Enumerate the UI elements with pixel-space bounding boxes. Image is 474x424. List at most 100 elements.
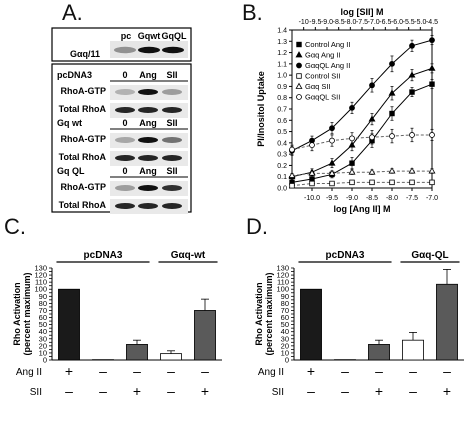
y-axis-title: Rho Activation xyxy=(12,282,22,345)
blot-lane-label: Ang xyxy=(139,118,157,128)
bar xyxy=(126,344,148,361)
data-point xyxy=(409,179,415,186)
data-point xyxy=(369,137,375,144)
y-tick-label: 130 xyxy=(276,264,289,273)
y-tick-label: 1.0 xyxy=(277,73,287,80)
blot-lane-label: 0 xyxy=(122,166,127,176)
y-tick-label: 0.4 xyxy=(277,140,287,147)
data-point xyxy=(288,171,296,178)
x-tick-label: -10.0 xyxy=(304,195,320,202)
blot-band xyxy=(115,107,135,113)
blot-strip xyxy=(110,133,188,148)
y-tick-label: 110 xyxy=(35,278,47,287)
data-point xyxy=(429,37,435,44)
data-point xyxy=(408,71,416,78)
series-line xyxy=(291,134,432,151)
y-tick-label: 50 xyxy=(39,320,47,329)
blot-band xyxy=(115,155,135,161)
blot-strip xyxy=(110,41,188,58)
data-point xyxy=(389,110,395,117)
sii-sign: – xyxy=(65,383,73,399)
bar xyxy=(160,353,182,361)
y-tick-label: 70 xyxy=(281,306,289,315)
data-point xyxy=(368,168,376,175)
data-point xyxy=(309,137,315,144)
angii-sign: + xyxy=(307,363,315,379)
angii-sign: – xyxy=(375,363,383,379)
data-point xyxy=(388,89,396,96)
y-tick-label: 90 xyxy=(39,292,47,301)
blot-band xyxy=(138,203,158,209)
data-point xyxy=(309,176,315,182)
top-tick-label: -6.0 xyxy=(391,19,403,26)
legend-label: GαqQL SII xyxy=(305,93,340,102)
data-point xyxy=(308,169,316,176)
sii-sign: – xyxy=(341,383,349,399)
legend-marker xyxy=(296,73,302,79)
angii-sign: + xyxy=(65,363,73,379)
data-point xyxy=(348,168,356,175)
series-line xyxy=(291,170,432,177)
x-tick-label: -9.0 xyxy=(346,195,358,202)
legend-marker xyxy=(296,94,302,100)
top-tick-label: -10 xyxy=(299,19,309,26)
y-tick-label: 1.1 xyxy=(277,61,287,68)
y-tick-label: 0.7 xyxy=(277,107,287,114)
data-point xyxy=(289,183,295,189)
data-point xyxy=(328,169,336,176)
blot-lane-header: pc xyxy=(121,31,132,41)
blot-strip xyxy=(110,199,188,214)
group-label: Gαq-wt xyxy=(171,250,206,261)
data-point xyxy=(289,147,295,154)
data-point xyxy=(369,179,375,186)
data-point xyxy=(329,125,335,132)
y-tick-label: 130 xyxy=(34,264,47,273)
data-point xyxy=(389,179,395,186)
legend-label: GαqQL Ang II xyxy=(305,61,350,70)
data-point xyxy=(389,60,395,67)
x-axis-title: log [Ang II] M xyxy=(334,204,391,214)
sii-sign: + xyxy=(201,383,209,399)
top-tick-label: -4.5 xyxy=(426,19,438,26)
data-point xyxy=(329,180,335,187)
y-tick-label: 1.2 xyxy=(277,50,287,57)
angii-sign: – xyxy=(133,363,141,379)
angii-sign: – xyxy=(409,363,417,379)
row-label-angii: Ang II xyxy=(258,367,284,378)
y-tick-label: 120 xyxy=(276,271,289,280)
data-point xyxy=(289,179,295,186)
sii-sign: – xyxy=(99,383,107,399)
legend-marker xyxy=(295,82,303,89)
blot-row-label: Gαq/11 xyxy=(70,49,100,59)
blot-box-bottom xyxy=(51,63,192,213)
x-tick-label: -9.5 xyxy=(326,195,338,202)
blot-band xyxy=(138,155,158,161)
angii-sign: – xyxy=(341,363,349,379)
y-tick-label: 1.3 xyxy=(277,39,287,46)
sii-sign: – xyxy=(409,383,417,399)
data-point xyxy=(289,146,295,153)
panel-label-a: A. xyxy=(62,0,83,25)
blot-band xyxy=(115,89,135,95)
data-point xyxy=(329,171,335,178)
data-point xyxy=(309,180,315,187)
blot-band xyxy=(114,46,136,54)
data-point xyxy=(288,172,296,180)
y-tick-label: 10 xyxy=(281,348,289,357)
data-point xyxy=(409,89,415,95)
blot-lane-label: 0 xyxy=(122,118,127,128)
blot-lane-label: Ang xyxy=(139,70,157,80)
plot-frame xyxy=(291,29,433,189)
y-tick-label: 20 xyxy=(39,341,47,350)
y-tick-label: 30 xyxy=(39,334,47,343)
data-point xyxy=(349,160,355,166)
series-line xyxy=(291,39,433,152)
y-tick-label: 0.5 xyxy=(277,129,287,136)
y-tick-label: 0.9 xyxy=(277,84,287,91)
top-tick-label: -6.5 xyxy=(379,19,391,26)
blot-band xyxy=(162,185,182,191)
y-tick-label: 30 xyxy=(281,334,289,343)
blot-band xyxy=(162,89,182,95)
blot-row-label: Total RhoA xyxy=(59,104,107,114)
y-tick-label: 50 xyxy=(281,320,289,329)
